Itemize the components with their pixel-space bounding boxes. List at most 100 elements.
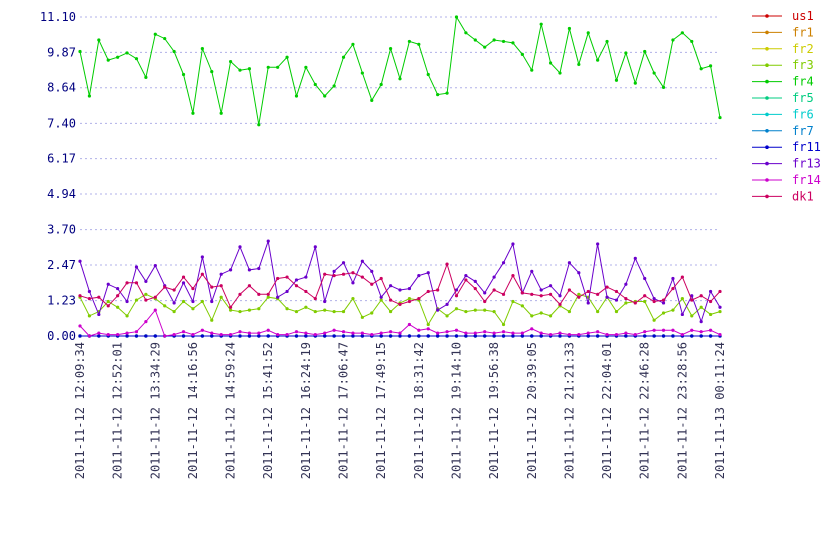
data-point (454, 334, 459, 338)
data-point (671, 308, 675, 312)
data-point (567, 26, 572, 31)
data-point (191, 307, 195, 311)
data-point (690, 39, 694, 44)
data-point (417, 297, 421, 301)
data-point (294, 278, 299, 282)
data-point (680, 332, 684, 337)
data-point (548, 332, 553, 337)
data-point (87, 289, 92, 294)
data-point (483, 291, 487, 295)
data-point (718, 305, 722, 309)
data-point (191, 286, 195, 291)
data-point (379, 82, 383, 87)
data-point (699, 320, 703, 324)
data-point (624, 301, 628, 305)
data-point (643, 330, 647, 334)
data-point (125, 334, 129, 338)
data-point (548, 61, 553, 65)
data-point (530, 327, 534, 331)
data-point (97, 334, 101, 338)
data-point (520, 291, 524, 295)
data-point (106, 282, 110, 286)
data-point (323, 331, 327, 335)
data-point (134, 334, 139, 338)
data-point (398, 288, 402, 292)
data-point (210, 318, 214, 322)
data-point (530, 68, 534, 72)
data-point (661, 301, 666, 305)
data-point (276, 295, 280, 299)
data-point (323, 308, 327, 312)
data-point (398, 302, 402, 306)
data-point (454, 15, 459, 19)
data-point (643, 334, 647, 338)
data-point (464, 274, 468, 278)
data-point (153, 263, 157, 268)
legend-label: fr13 (792, 157, 821, 171)
legend-label: dk1 (792, 189, 814, 203)
data-point (454, 288, 459, 292)
data-point (191, 299, 195, 304)
data-point (97, 331, 101, 335)
data-point (596, 330, 600, 334)
data-point (78, 259, 82, 263)
data-point (464, 31, 468, 35)
data-point (266, 295, 270, 299)
data-point (539, 311, 543, 315)
data-point (379, 276, 383, 281)
data-point (341, 330, 346, 334)
data-point (257, 123, 261, 127)
data-point (511, 274, 515, 278)
data-point (436, 331, 440, 335)
data-point (219, 284, 223, 288)
data-point (153, 295, 157, 299)
data-point (483, 299, 487, 304)
data-point (398, 334, 402, 338)
data-point (520, 334, 524, 338)
data-point (652, 328, 656, 332)
data-point (473, 334, 477, 338)
legend-marker (765, 30, 769, 35)
data-point (530, 269, 534, 273)
data-point (407, 299, 412, 304)
data-point (87, 334, 92, 338)
data-point (558, 71, 562, 75)
data-point (144, 292, 148, 296)
data-point (539, 22, 543, 26)
data-point (106, 299, 110, 304)
data-point (332, 334, 336, 338)
data-point (708, 299, 713, 304)
data-point (379, 334, 383, 338)
data-point (483, 334, 487, 338)
data-point (388, 334, 393, 338)
legend-label: fr4 (792, 75, 814, 89)
data-point (181, 299, 186, 304)
data-point (407, 334, 412, 338)
x-tick-label: 2011-11-12 12:09:34 (73, 342, 87, 479)
data-point (332, 84, 336, 88)
y-tick-label: 3.70 (47, 223, 76, 237)
legend-label: fr3 (792, 58, 814, 72)
data-point (539, 334, 543, 338)
data-point (379, 298, 383, 302)
data-point (379, 331, 383, 335)
legend-marker (765, 63, 769, 67)
data-point (483, 330, 487, 334)
data-point (370, 269, 374, 273)
data-point (125, 299, 129, 304)
data-point (596, 334, 600, 338)
data-point (116, 55, 120, 59)
data-point (407, 297, 412, 301)
data-point (360, 259, 364, 263)
data-point (454, 294, 459, 298)
data-point (360, 71, 364, 75)
x-tick-label: 2011-11-12 14:16:56 (186, 342, 200, 479)
data-point (87, 314, 92, 318)
data-point (445, 91, 449, 95)
legend-label: fr11 (792, 140, 821, 154)
data-point (511, 299, 515, 304)
data-point (633, 332, 637, 337)
data-point (661, 334, 666, 338)
data-point (624, 331, 628, 335)
data-point (614, 78, 619, 82)
